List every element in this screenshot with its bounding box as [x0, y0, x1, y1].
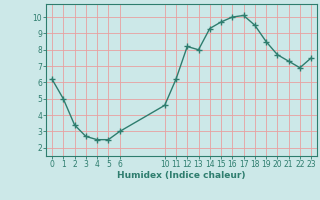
X-axis label: Humidex (Indice chaleur): Humidex (Indice chaleur): [117, 171, 246, 180]
